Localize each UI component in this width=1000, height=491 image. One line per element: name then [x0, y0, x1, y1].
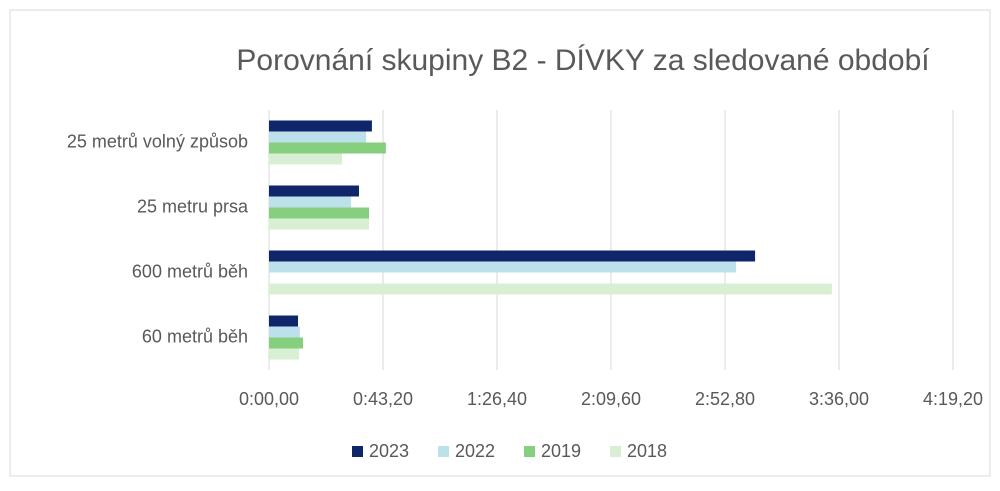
y-tick-label: 600 metrů běh — [132, 261, 248, 281]
bar — [269, 218, 370, 230]
x-tick-label: 0:00,00 — [239, 389, 299, 409]
bar — [269, 120, 372, 132]
x-tick-label: 2:52,80 — [695, 389, 755, 409]
legend-swatch — [610, 446, 621, 457]
bar — [269, 337, 304, 349]
bar — [269, 142, 386, 154]
bar — [269, 131, 367, 143]
y-tick-label: 25 metrů volný způsob — [67, 131, 248, 151]
bar — [269, 185, 359, 197]
bar — [269, 261, 737, 273]
bar — [269, 326, 300, 338]
chart-border — [9, 9, 991, 477]
x-tick-label: 3:36,00 — [809, 389, 869, 409]
legend-label: 2023 — [369, 441, 409, 461]
legend-label: 2019 — [541, 441, 581, 461]
y-tick-label: 60 metrů běh — [142, 326, 248, 346]
bar — [269, 283, 832, 295]
bar — [269, 250, 756, 262]
chart-title: Porovnání skupiny B2 - DÍVKY za sledovan… — [236, 44, 930, 77]
x-tick-label: 0:43,20 — [353, 389, 413, 409]
bar — [269, 315, 299, 327]
bar — [269, 196, 352, 208]
x-tick-label: 4:19,20 — [923, 389, 983, 409]
legend-swatch — [352, 446, 363, 457]
legend-label: 2022 — [455, 441, 495, 461]
bar — [269, 348, 300, 360]
x-tick-label: 1:26,40 — [467, 389, 527, 409]
x-tick-label: 2:09,60 — [581, 389, 641, 409]
legend-label: 2018 — [627, 441, 667, 461]
bar — [269, 153, 343, 165]
legend-swatch — [438, 446, 449, 457]
y-tick-label: 25 metru prsa — [137, 196, 249, 216]
legend-swatch — [524, 446, 535, 457]
bar — [269, 207, 370, 219]
